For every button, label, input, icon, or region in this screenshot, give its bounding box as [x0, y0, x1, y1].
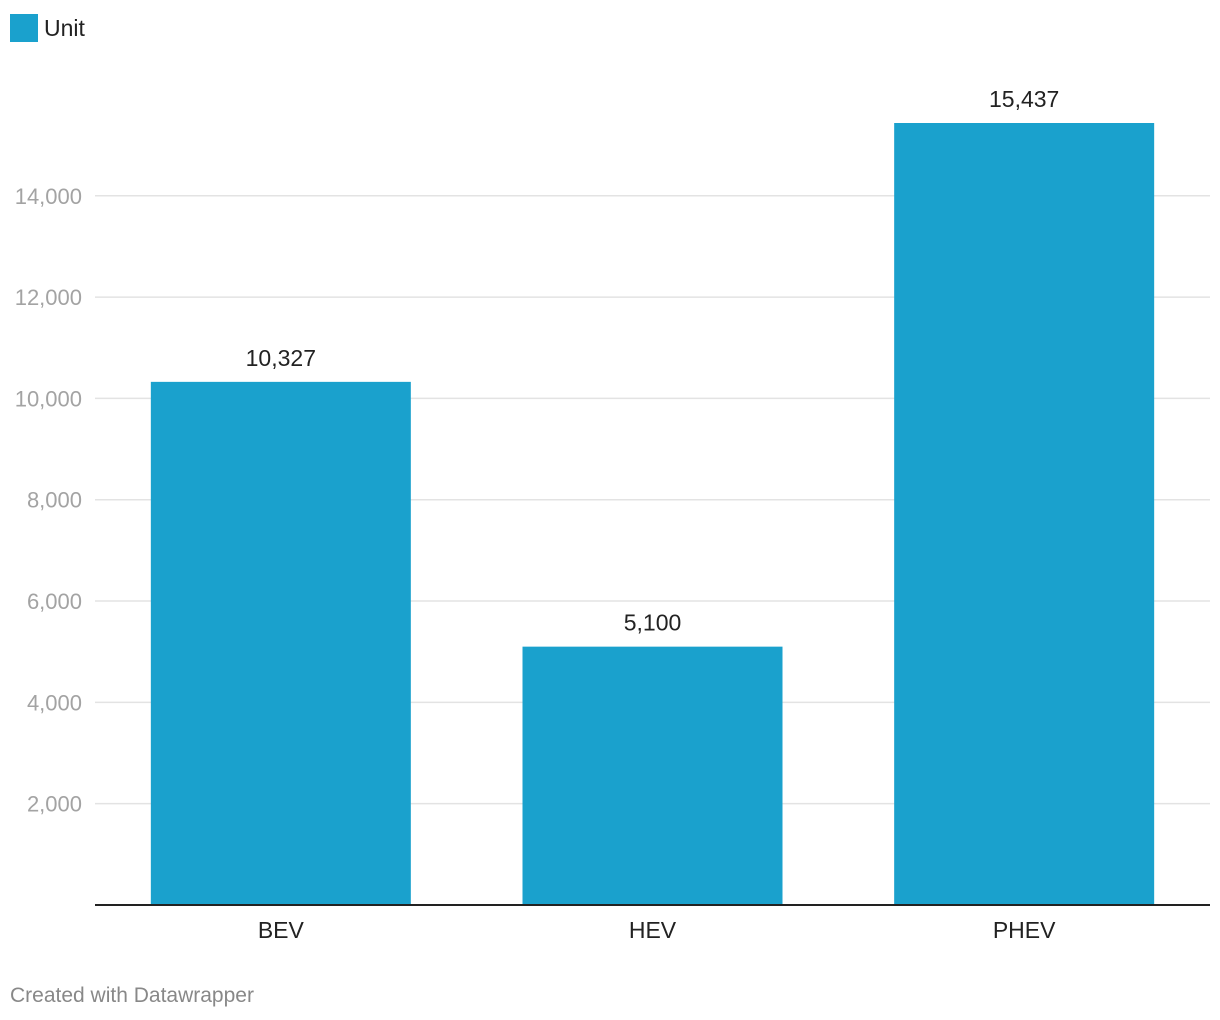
legend-label: Unit: [44, 14, 85, 41]
bar-layer: [150, 123, 1155, 906]
label-layer: 2,000 4,000 6,000 8,000 10,000 12,000 14,000 10…: [15, 86, 1210, 943]
y-tick-label: 4,000: [27, 690, 82, 715]
bar-bev: [150, 381, 411, 906]
y-tick-label: 14,000: [15, 184, 82, 209]
x-category-label: BEV: [258, 917, 305, 943]
bar-hev: [522, 646, 783, 905]
value-label: 5,100: [624, 610, 682, 636]
footer-credit: Created with Datawrapper: [10, 984, 254, 1007]
value-label: 15,437: [989, 86, 1059, 112]
y-tick-label: 8,000: [27, 488, 82, 513]
value-label: 10,327: [246, 345, 316, 371]
y-tick-label: 10,000: [15, 386, 82, 411]
x-category-label: HEV: [629, 917, 677, 943]
legend-swatch: [10, 14, 38, 42]
bar-phev: [894, 123, 1155, 905]
y-tick-label: 6,000: [27, 589, 82, 614]
x-category-label: PHEV: [993, 917, 1056, 943]
legend: Unit: [10, 14, 85, 42]
y-tick-label: 12,000: [15, 285, 82, 310]
y-tick-label: 2,000: [27, 792, 82, 817]
